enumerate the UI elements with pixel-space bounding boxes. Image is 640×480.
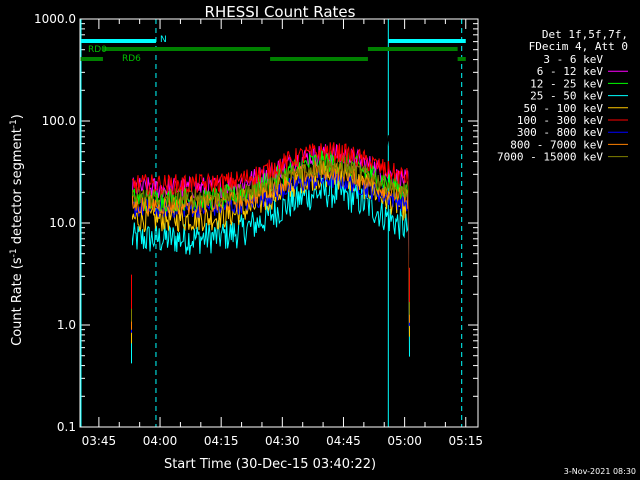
x-tick-label: 04:30	[265, 434, 300, 448]
legend-entry-label: 50 - 100 keV	[524, 102, 604, 115]
rd-lower-bar	[457, 57, 466, 61]
series-line	[131, 169, 410, 333]
night-bar	[388, 39, 466, 43]
chart-title: RHESSI Count Rates	[205, 3, 356, 21]
y-axis-ticks: 0.1 1.0 10.0 100.0 1000.0	[34, 12, 478, 434]
x-tick-label: 04:00	[143, 434, 178, 448]
legend-header-line: FDecim 4, Att 0	[529, 40, 628, 53]
rd0-label: RD0	[88, 45, 107, 55]
legend-entry-label: 6 - 12 keV	[537, 65, 604, 78]
night-label: N	[160, 35, 167, 45]
y-tick-label: 0.1	[57, 420, 76, 434]
legend-entry-label: 25 - 50 keV	[530, 90, 603, 103]
x-axis-ticks: 03:45 04:00 04:15 04:30 04:45 05:00 05:15	[82, 19, 483, 448]
legend-header-line: Det 1f,5f,7f,	[542, 28, 628, 41]
x-axis-label: Start Time (30-Dec-15 03:40:22)	[164, 457, 376, 472]
x-tick-label: 04:15	[204, 434, 239, 448]
legend-entry-label: 3 - 6 keV	[543, 53, 603, 66]
x-tick-label: 04:45	[326, 434, 361, 448]
y-axis-label: Count Rate (s-1 detector segment-1)	[9, 114, 25, 346]
series-group	[131, 109, 410, 364]
y-tick-label: 10.0	[49, 216, 76, 230]
y-tick-label: 1.0	[57, 318, 76, 332]
rd-lower-bar	[270, 57, 368, 61]
rd-lower-bar	[80, 57, 103, 61]
plot-frame	[79, 18, 479, 428]
x-tick-label: 03:45	[82, 434, 117, 448]
series-line	[131, 142, 410, 309]
legend-entry-label: 100 - 300 keV	[517, 114, 603, 127]
legend-entry-label: 800 - 7000 keV	[510, 138, 603, 151]
series-line	[131, 175, 410, 364]
rd-upper-bar	[102, 47, 271, 51]
x-tick-label: 05:15	[448, 434, 483, 448]
timestamp: 3-Nov-2021 08:30	[564, 467, 636, 476]
rd-upper-bar	[367, 47, 458, 51]
x-tick-label: 05:00	[387, 434, 422, 448]
rd6-label: RD6	[122, 54, 141, 64]
y-tick-label: 100.0	[42, 114, 76, 128]
y-tick-label: 1000.0	[34, 12, 76, 26]
observation-markers: N RD0 RD6	[80, 19, 466, 427]
legend-entry-label: 12 - 25 keV	[530, 77, 603, 90]
series-line	[131, 119, 410, 275]
night-bar	[80, 39, 156, 43]
legend-entry-label: 7000 - 15000 keV	[497, 151, 603, 164]
legend-entry-label: 300 - 800 keV	[517, 126, 603, 139]
